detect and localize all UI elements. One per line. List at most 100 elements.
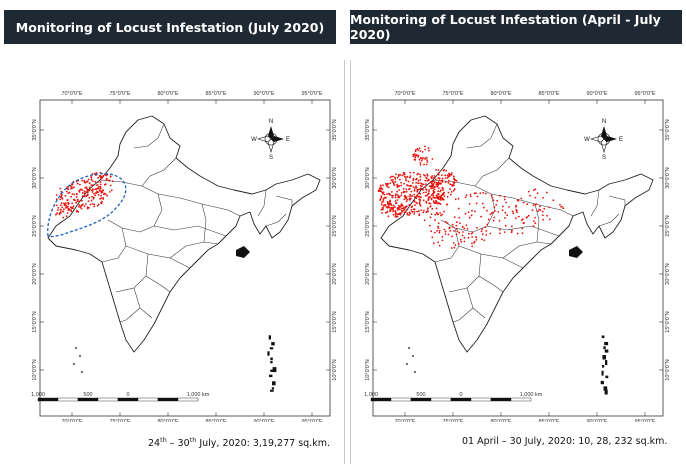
locust-point (428, 190, 430, 193)
locust-point (102, 197, 104, 199)
locust-point (414, 159, 417, 161)
locust-point (60, 202, 63, 205)
locust-point (419, 173, 421, 176)
locust-point (548, 206, 550, 209)
locust-point (414, 156, 417, 159)
locust-point (508, 206, 510, 208)
locust-point (92, 188, 94, 191)
locust-point (489, 213, 492, 216)
locust-point (99, 171, 102, 174)
compass-rose: N S E W (584, 119, 623, 161)
locust-point (397, 184, 400, 187)
locust-point (430, 213, 433, 216)
locust-point (76, 198, 79, 201)
locust-point (404, 197, 407, 199)
locust-point (62, 210, 64, 213)
locust-point (536, 192, 539, 194)
latitude-label: 25°0'0"N (665, 215, 671, 236)
locust-point (415, 186, 418, 189)
locust-point (422, 188, 424, 191)
longitude-label: 80°0'0"E (157, 419, 178, 422)
locust-point (492, 219, 495, 222)
locust-point (403, 182, 405, 185)
locust-point (420, 196, 422, 199)
locust-point (485, 230, 488, 232)
locust-point (432, 189, 435, 192)
locust-point (405, 209, 408, 212)
state-border (466, 123, 498, 149)
locust-point (431, 158, 434, 160)
locust-point (504, 224, 507, 227)
longitude-label: 90°0'0"E (586, 91, 607, 97)
locust-point (94, 194, 97, 197)
locust-point (109, 184, 112, 187)
island (600, 380, 604, 385)
locust-point (503, 231, 506, 234)
locust-point (93, 192, 95, 195)
locust-point (437, 225, 439, 228)
locust-point (60, 196, 62, 198)
locust-point (421, 151, 424, 153)
locust-point (431, 175, 434, 177)
locust-point (408, 188, 410, 191)
locust-point (431, 181, 434, 183)
locust-point (60, 190, 63, 193)
locust-point (410, 195, 412, 197)
locust-point (55, 213, 57, 216)
locust-point (534, 196, 537, 199)
locust-point (417, 155, 419, 158)
longitude-label: 85°0'0"E (205, 419, 226, 422)
caption-part: – 30 (166, 438, 190, 450)
locust-point (386, 185, 389, 188)
locust-point (475, 202, 478, 205)
caption-part: 24 (148, 438, 161, 450)
locust-point (100, 190, 103, 193)
caption-part: 01 April – 30 July, 2020: 10, 28, 232 sq… (462, 436, 668, 447)
locust-point (79, 183, 81, 186)
island (271, 387, 275, 390)
locust-point (385, 206, 388, 208)
locust-point (396, 190, 398, 193)
locust-point (387, 186, 390, 189)
locust-point (474, 210, 476, 213)
locust-point (387, 206, 389, 208)
locust-point (100, 177, 103, 180)
island (605, 360, 608, 366)
scale-bar: 1,000 500 0 1,000 km (364, 392, 543, 402)
locust-point (489, 232, 492, 235)
island (408, 347, 410, 349)
locust-point (400, 207, 403, 210)
locust-point (452, 189, 455, 192)
locust-point (449, 183, 452, 186)
locust-point (406, 175, 409, 178)
locust-point (64, 195, 67, 197)
locust-point (475, 236, 477, 239)
locust-point (400, 194, 403, 197)
locust-point (432, 180, 435, 183)
locust-point (481, 202, 484, 205)
locust-point (438, 231, 441, 234)
locust-point (413, 210, 416, 213)
latitude-label: 20°0'0"N (32, 263, 38, 284)
longitude-label: 95°0'0"E (634, 419, 655, 422)
locust-point (91, 184, 94, 187)
locust-point (459, 222, 461, 225)
locust-point (454, 198, 457, 201)
locust-point (483, 239, 486, 242)
locust-point (398, 195, 401, 198)
locust-point (515, 204, 517, 207)
locust-point (440, 174, 443, 177)
locust-point (423, 219, 426, 222)
locust-point (434, 219, 436, 222)
locust-point (420, 182, 422, 185)
locust-point (409, 193, 412, 196)
state-border (478, 275, 504, 293)
locust-point (503, 195, 506, 198)
locust-point (435, 181, 438, 184)
locust-point (499, 228, 501, 231)
locust-point (425, 163, 428, 166)
locust-point (422, 183, 425, 186)
longitude-label: 85°0'0"E (538, 91, 559, 97)
longitude-label: 75°0'0"E (442, 419, 463, 422)
locust-point (95, 191, 98, 194)
